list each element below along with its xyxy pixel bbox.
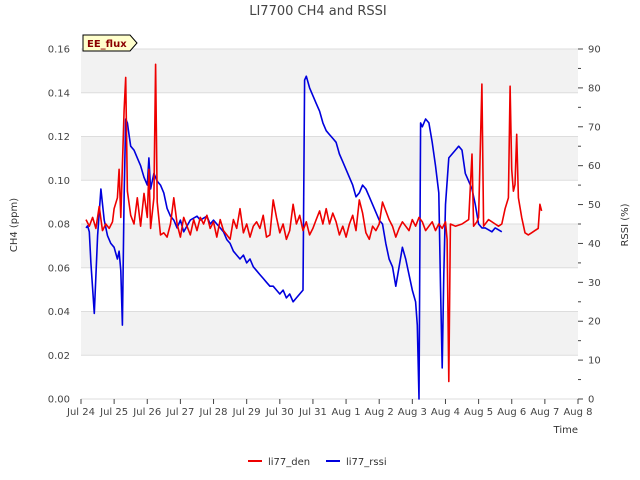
legend: li77_den li77_rssi: [248, 457, 387, 468]
y-right-tick-label: 50: [588, 200, 601, 211]
y-left-tick-label: 0.12: [48, 132, 70, 143]
x-axis-title: Time: [553, 425, 578, 436]
plot-band: [81, 49, 578, 93]
y-left-tick-label: 0.16: [48, 45, 70, 56]
y-right-axis-title: RSSI (%): [620, 203, 631, 246]
x-tick-label: Aug 6: [497, 407, 526, 418]
x-tick-label: Aug 4: [431, 407, 460, 418]
y-right-tick-label: 80: [588, 83, 601, 94]
x-tick-label: Aug 1: [332, 407, 361, 418]
series-line-li77-den: [85, 63, 543, 383]
plot-band: [81, 267, 578, 312]
series-line-li77-rssi: [85, 75, 503, 400]
plot-band: [81, 92, 578, 137]
x-tick-label: Aug 5: [464, 407, 493, 418]
ee-flux-badge: EE_flux: [82, 34, 138, 52]
plot-band: [81, 136, 578, 181]
y-left-tick-label: 0.08: [48, 220, 70, 231]
plot-band: [81, 355, 578, 399]
y-right-tick-label: 0: [588, 395, 594, 406]
x-tick-label: Jul 27: [165, 407, 194, 418]
y-left-axis-title: CH4 (ppm): [9, 198, 20, 252]
x-tick-label: Jul 31: [298, 407, 327, 418]
y-left-tick-label: 0.10: [48, 176, 70, 187]
x-tick-label: Aug 2: [365, 407, 394, 418]
plot-bands: [81, 49, 578, 399]
x-tick-label: Jul 25: [99, 407, 128, 418]
y-right-tick-label: 40: [588, 239, 601, 250]
y-left-tick-label: 0.00: [48, 395, 70, 406]
y-right-tick-label: 90: [588, 45, 601, 56]
series-group: [85, 63, 543, 400]
right-axis: 0 10 20 30 40 50 60 70 80 90: [578, 45, 601, 406]
x-tick-label: Aug 7: [530, 407, 559, 418]
y-right-tick-label: 60: [588, 161, 601, 172]
y-right-tick-label: 20: [588, 317, 601, 328]
x-tick-label: Jul 28: [199, 407, 228, 418]
legend-label-li77-rssi: li77_rssi: [346, 457, 387, 468]
plot-band: [81, 311, 578, 356]
y-left-tick-label: 0.04: [48, 307, 70, 318]
legend-label-li77-den: li77_den: [268, 457, 310, 468]
x-tick-label: Jul 24: [66, 407, 95, 418]
y-left-tick-label: 0.02: [48, 351, 70, 362]
y-right-tick-label: 10: [588, 356, 601, 367]
plot-band: [81, 224, 578, 268]
left-axis: 0.00 0.02 0.04 0.06 0.08 0.10 0.12 0.14 0.16: [48, 45, 70, 406]
x-tick-label: Jul 30: [265, 407, 294, 418]
y-left-tick-label: 0.06: [48, 263, 70, 274]
plot-band: [81, 180, 578, 224]
x-tick-label: Aug 8: [563, 407, 592, 418]
x-tick-label: Jul 26: [132, 407, 161, 418]
x-tick-label: Jul 29: [232, 407, 261, 418]
y-right-tick-label: 30: [588, 278, 601, 289]
y-left-tick-label: 0.14: [48, 88, 70, 99]
y-right-tick-label: 70: [588, 122, 601, 133]
chart-title: LI7700 CH4 and RSSI: [249, 4, 387, 19]
x-axis: Jul 24 Jul 25 Jul 26 Jul 27 Jul 28 Jul 29 Jul …: [66, 399, 593, 418]
x-tick-label: Aug 3: [398, 407, 427, 418]
badge-label: EE_flux: [87, 39, 127, 50]
